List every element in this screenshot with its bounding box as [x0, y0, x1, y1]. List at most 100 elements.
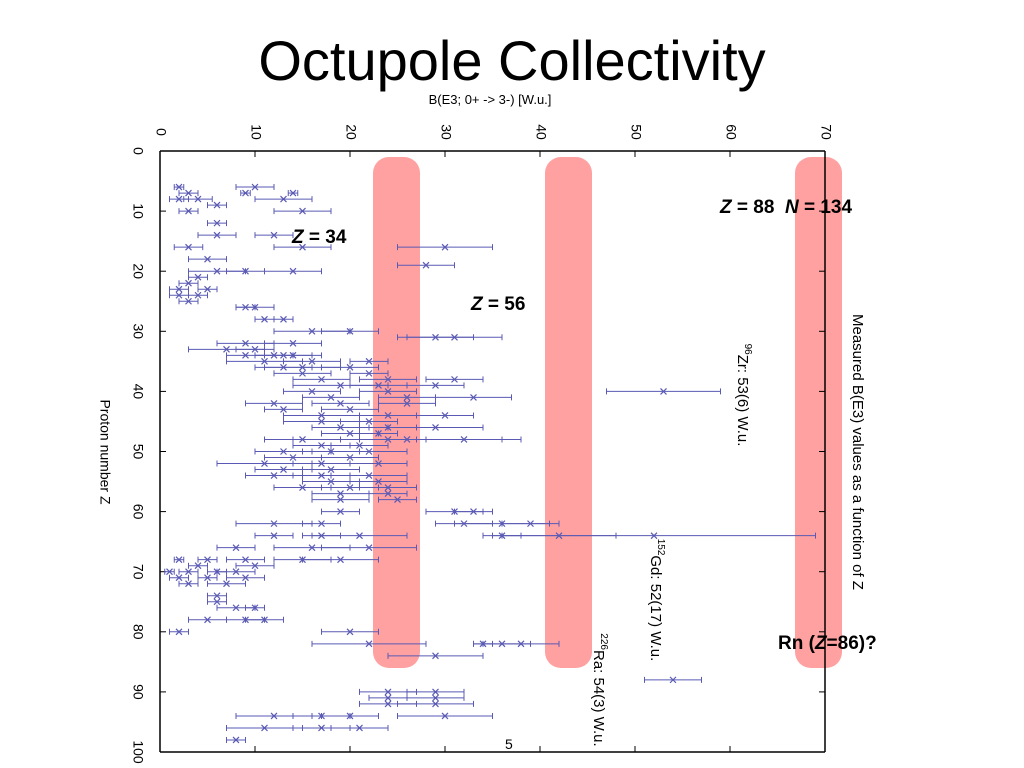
data-point	[321, 544, 417, 552]
point-marker	[242, 339, 249, 347]
label-italic: Z	[292, 227, 304, 248]
point-marker	[194, 562, 202, 570]
point-marker	[384, 694, 392, 702]
page-number: 5	[505, 736, 513, 752]
point-marker	[365, 544, 373, 552]
annotation-mass: 152	[655, 539, 666, 556]
data-point	[406, 333, 503, 341]
data-point	[178, 189, 199, 197]
tick-label-z: 100	[130, 740, 146, 764]
highlight-band-z56	[545, 157, 592, 668]
data-point	[188, 273, 208, 281]
data-points	[164, 183, 816, 744]
point-marker	[375, 460, 382, 467]
point-marker	[261, 724, 268, 732]
data-point	[482, 640, 560, 648]
point-marker	[251, 303, 259, 311]
point-marker	[432, 652, 439, 660]
y-axis-label: B(E3; 0+ -> 3-) [W.u.]	[429, 92, 552, 107]
annotation-text: Ra: 54(3) W.u.	[590, 650, 607, 747]
annotation-text: Gd: 52(17) W.u.	[647, 555, 664, 661]
point-marker	[242, 574, 249, 582]
point-marker	[318, 724, 325, 732]
data-point	[368, 694, 408, 702]
point-marker	[185, 580, 192, 588]
data-point	[283, 387, 341, 395]
tick-label-bE3: 60	[723, 124, 739, 140]
point-marker	[327, 466, 335, 473]
point-marker	[299, 363, 306, 371]
tick-label-z: 10	[130, 203, 146, 219]
data-point	[226, 556, 265, 564]
data-point	[169, 285, 189, 293]
annotation-mass: 96	[742, 344, 753, 356]
data-point	[207, 592, 227, 600]
data-point	[349, 369, 389, 377]
tick-label-bE3: 70	[818, 124, 834, 140]
point-marker	[185, 279, 192, 287]
data-point	[321, 508, 360, 516]
data-point	[287, 189, 299, 197]
point-marker	[175, 556, 183, 564]
point-marker	[337, 490, 344, 497]
point-marker	[337, 381, 344, 389]
data-point	[321, 628, 379, 636]
data-point	[321, 712, 379, 720]
tick-label-bE3: 20	[343, 124, 359, 140]
tick-label-bE3: 30	[438, 124, 454, 140]
point-marker	[337, 556, 344, 564]
data-point	[254, 231, 294, 239]
point-marker	[470, 393, 477, 401]
point-marker	[318, 442, 325, 449]
data-point	[359, 375, 417, 383]
data-point	[207, 201, 227, 209]
point-marker	[527, 520, 534, 528]
point-marker	[327, 393, 335, 401]
point-marker	[517, 640, 525, 648]
data-point	[207, 219, 227, 227]
label-rest: = 34	[303, 227, 347, 248]
point-marker	[213, 231, 221, 239]
point-marker	[261, 315, 268, 323]
point-marker	[251, 604, 259, 612]
point-marker	[289, 351, 297, 359]
data-point	[425, 375, 484, 383]
point-marker	[308, 544, 316, 552]
data-point	[397, 261, 455, 269]
point-marker	[204, 285, 211, 293]
point-marker	[346, 712, 354, 720]
point-marker	[185, 243, 192, 251]
point-marker	[650, 532, 658, 540]
data-point	[406, 381, 465, 389]
point-marker	[232, 604, 240, 612]
tick-label-z: 40	[130, 384, 146, 400]
data-point	[197, 285, 218, 293]
rn-suffix: =86)?	[826, 633, 877, 654]
point-marker	[346, 363, 354, 371]
point-marker	[175, 195, 183, 203]
point-marker	[346, 454, 354, 461]
point-marker	[365, 357, 373, 365]
data-point	[188, 562, 208, 570]
label-rest: = 88	[731, 197, 775, 218]
x-axis-label: Proton number Z	[97, 399, 113, 504]
point-marker	[318, 472, 325, 479]
highlight-label-z88-n134: Z = 88 N = 134	[720, 197, 852, 219]
data-point	[245, 604, 265, 612]
point-marker	[251, 183, 259, 191]
point-marker	[365, 418, 373, 425]
point-marker	[213, 592, 221, 600]
data-point	[387, 652, 484, 660]
data-point	[245, 399, 303, 407]
point-marker	[280, 406, 287, 413]
data-point	[264, 267, 322, 275]
point-marker	[432, 700, 439, 708]
data-point	[492, 532, 816, 540]
point-marker	[261, 357, 268, 365]
data-point	[197, 574, 218, 582]
point-marker	[299, 207, 306, 215]
data-point	[435, 393, 512, 401]
point-marker	[204, 616, 211, 624]
data-point	[235, 345, 275, 353]
